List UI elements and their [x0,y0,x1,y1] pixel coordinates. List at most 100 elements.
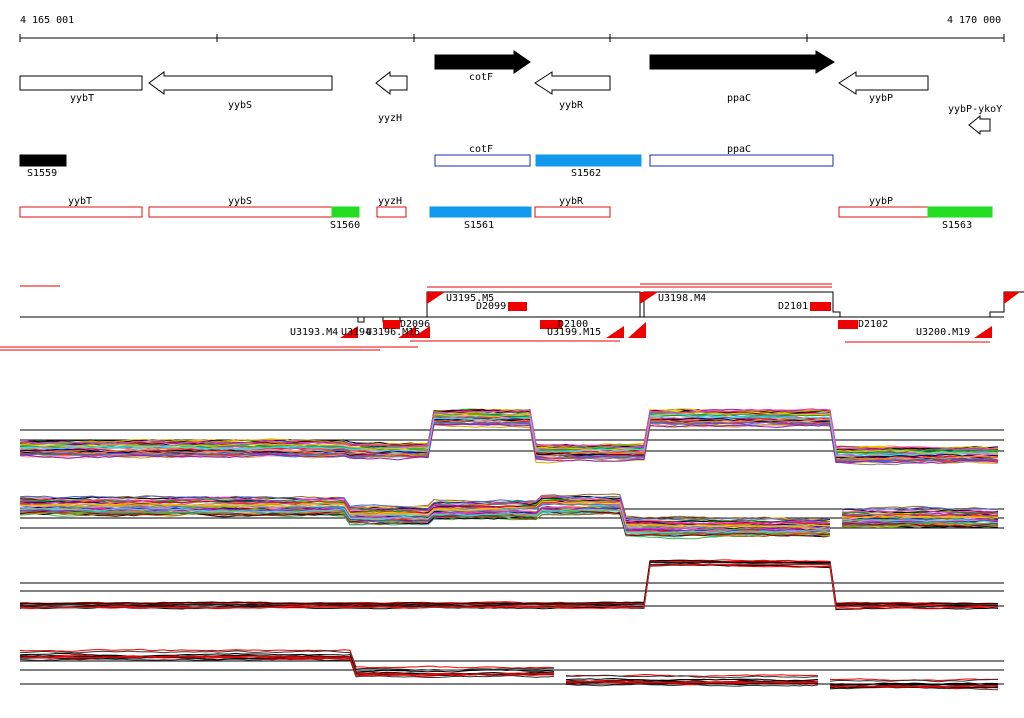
gene-label: yybP-ykoY [948,104,1002,115]
feature-label: S1561 [464,220,494,231]
feature-s1562[interactable]: S1562 [535,154,642,179]
feature-label: S1563 [942,220,972,231]
expression-trace [19,502,831,529]
expression-trace [19,411,999,455]
segment-triangle [974,326,992,338]
expression-panel-4 [19,648,1004,691]
gene-yybp-ykoy[interactable]: yybP-ykoY [948,104,1002,136]
segment-triangle [412,326,430,338]
segment-box [508,302,527,311]
expression-trace [841,519,999,524]
expression-trace [19,499,831,526]
segment-label: D2096 [400,319,430,330]
segment-box [810,302,831,311]
segment-triangle [640,292,658,304]
gene-yybr[interactable]: yybR [534,71,611,111]
gene-yyzh[interactable]: yyzH [375,70,408,124]
segment-label: D2099 [476,301,506,312]
expression-trace [841,523,999,527]
expression-trace [829,682,999,686]
expression-trace [19,408,999,451]
expression-trace [19,495,831,523]
expression-trace [841,514,999,519]
expression-trace [19,561,998,607]
expression-panel-3 [19,559,1004,611]
expression-trace [841,522,999,528]
expression-trace [19,655,555,676]
expression-trace [841,509,999,513]
segment-label: D2101 [778,301,808,312]
segmentation-track: U3195.M5 D2099 U3198.M4 D2101 D2096 D210… [0,283,1024,351]
gene-track: yybT yybS yyzH cotF yybR ppaC yy [19,50,1002,136]
expression-trace [19,559,999,605]
feature-ppac[interactable]: ppaC [649,144,834,167]
segment-label: D2102 [858,319,888,330]
ruler-start-label: 4 165 001 [20,15,74,26]
expression-trace [19,563,999,609]
feature-s1559[interactable]: S1559 [19,154,67,179]
feature-label: yybT [68,196,92,207]
expression-trace [19,563,999,609]
feature-label: yybP [869,196,893,207]
feature-cotf[interactable]: cotF [434,144,531,167]
expression-trace [19,561,999,606]
gene-cotf[interactable]: cotF [434,50,531,83]
segment-label: U3198.M4 [658,293,706,304]
expression-trace [19,423,999,464]
segment-box [838,320,858,329]
segment-box [540,320,562,329]
expression-trace [19,648,555,669]
segment-label: U3200.M19 [916,327,970,338]
segment-triangle [606,326,624,338]
coordinate-ruler: 4 165 001 4 170 000 [19,15,1005,42]
feature-track-lower: yybT yybS S1560 yyzH S1561 yybR yybP [19,196,993,231]
gene-label: yybS [228,100,252,111]
expression-trace [19,652,555,673]
expression-trace [829,684,999,688]
feature-s1563[interactable]: S1563 [927,206,993,231]
segment-box [383,320,400,329]
expression-trace [841,519,999,525]
feature-track-upper: S1559 cotF S1562 ppaC [19,144,834,179]
gene-label: yyzH [378,113,402,124]
segment-triangle [628,322,646,338]
segment-label: U3194 [341,327,371,338]
segment-triangle [1004,292,1020,304]
expression-trace [19,495,831,525]
gene-label: yybP [869,93,893,104]
expression-trace [841,506,999,511]
feature-yybs[interactable]: yybS [148,196,333,218]
expression-trace [20,413,999,457]
gene-ppac[interactable]: ppaC [649,50,835,104]
feature-s1560[interactable]: S1560 [330,206,360,231]
segment-label: U3195.M5 [446,293,494,304]
segment-triangle [427,292,445,304]
feature-yyzh[interactable]: yyzH [376,196,407,218]
expression-trace [19,495,831,522]
feature-label: yybS [228,196,252,207]
feature-s1561[interactable]: S1561 [429,206,532,231]
feature-yybr[interactable]: yybR [534,196,611,218]
feature-yybp[interactable]: yybP [838,196,929,218]
expression-trace [829,678,999,683]
expression-trace [19,508,831,535]
feature-label: cotF [469,144,493,155]
expression-trace [841,515,999,520]
gene-yybp[interactable]: yybP [838,71,929,104]
segment-triangle [340,326,358,338]
expression-trace [829,686,999,689]
feature-yybt[interactable]: yybT [19,196,143,218]
gene-yybs[interactable]: yybS [148,71,333,111]
feature-label: yyzH [378,196,402,207]
expression-trace [19,650,554,671]
feature-label: yybR [559,196,584,207]
segment-profile [20,291,1024,323]
feature-label: S1559 [27,168,57,179]
gene-label: yybT [70,93,94,104]
expression-panel-1 [19,408,1004,466]
segment-label: D2100 [558,319,588,330]
expression-panel-2 [19,493,1004,540]
gene-yybt[interactable]: yybT [19,75,143,104]
ruler-end-label: 4 170 000 [947,15,1001,26]
